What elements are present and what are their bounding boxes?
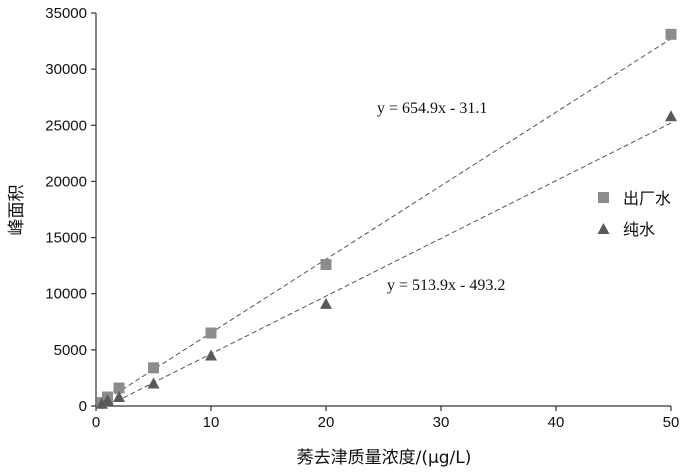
x-tick-label: 10 <box>203 414 220 431</box>
data-point-series-0 <box>113 382 125 394</box>
axes <box>95 13 671 407</box>
trendline-series-1 <box>101 122 672 410</box>
x-ticks: 0 10 20 30 40 50 <box>92 406 680 431</box>
data-point-series-1 <box>665 110 677 122</box>
trendlines <box>101 38 672 410</box>
legend-label-series-0: 出厂水 <box>623 189 671 208</box>
x-tick-label: 40 <box>548 414 565 431</box>
y-tick-label: 35000 <box>45 5 87 22</box>
y-tick-label: 10000 <box>45 286 87 303</box>
y-tick-label: 25000 <box>45 117 87 134</box>
data-point-series-1 <box>147 377 160 389</box>
x-tick-label: 0 <box>92 414 100 431</box>
data-point-series-1 <box>113 391 125 403</box>
equation-label-series-0: y = 654.9x - 31.1 <box>377 100 487 117</box>
data-point-series-0 <box>148 362 159 374</box>
x-tick-label: 30 <box>433 414 450 431</box>
data-point-series-1 <box>101 394 114 406</box>
legend-marker-square <box>598 192 609 203</box>
y-tick-label: 15000 <box>45 230 87 247</box>
data-point-series-1 <box>320 297 332 309</box>
y-tick-label: 0 <box>79 398 87 415</box>
y-ticks: 0 5000 10000 15000 20000 25000 30000 35000 <box>45 5 96 415</box>
x-tick-label: 20 <box>318 414 335 431</box>
y-tick-label: 5000 <box>54 342 87 359</box>
data-point-series-0 <box>205 327 217 339</box>
y-tick-label: 20000 <box>45 173 87 190</box>
data-point-series-1 <box>95 397 108 409</box>
legend-label-series-1: 纯水 <box>623 220 655 239</box>
x-axis-title: 莠去津质量浓度/(μg/L) <box>297 448 472 468</box>
legend: 出厂水 纯水 <box>597 189 671 239</box>
x-tick-label: 50 <box>663 414 680 431</box>
data-point-series-1 <box>205 349 217 361</box>
y-tick-label: 30000 <box>45 61 87 78</box>
data-point-series-0 <box>665 28 677 40</box>
equation-label-series-1: y = 513.9x - 493.2 <box>387 277 505 294</box>
trendline-series-0 <box>101 38 672 404</box>
legend-marker-triangle <box>597 223 610 234</box>
data-points <box>95 28 677 409</box>
data-point-series-0 <box>320 259 332 271</box>
y-axis-title: 峰面积 <box>7 185 27 236</box>
